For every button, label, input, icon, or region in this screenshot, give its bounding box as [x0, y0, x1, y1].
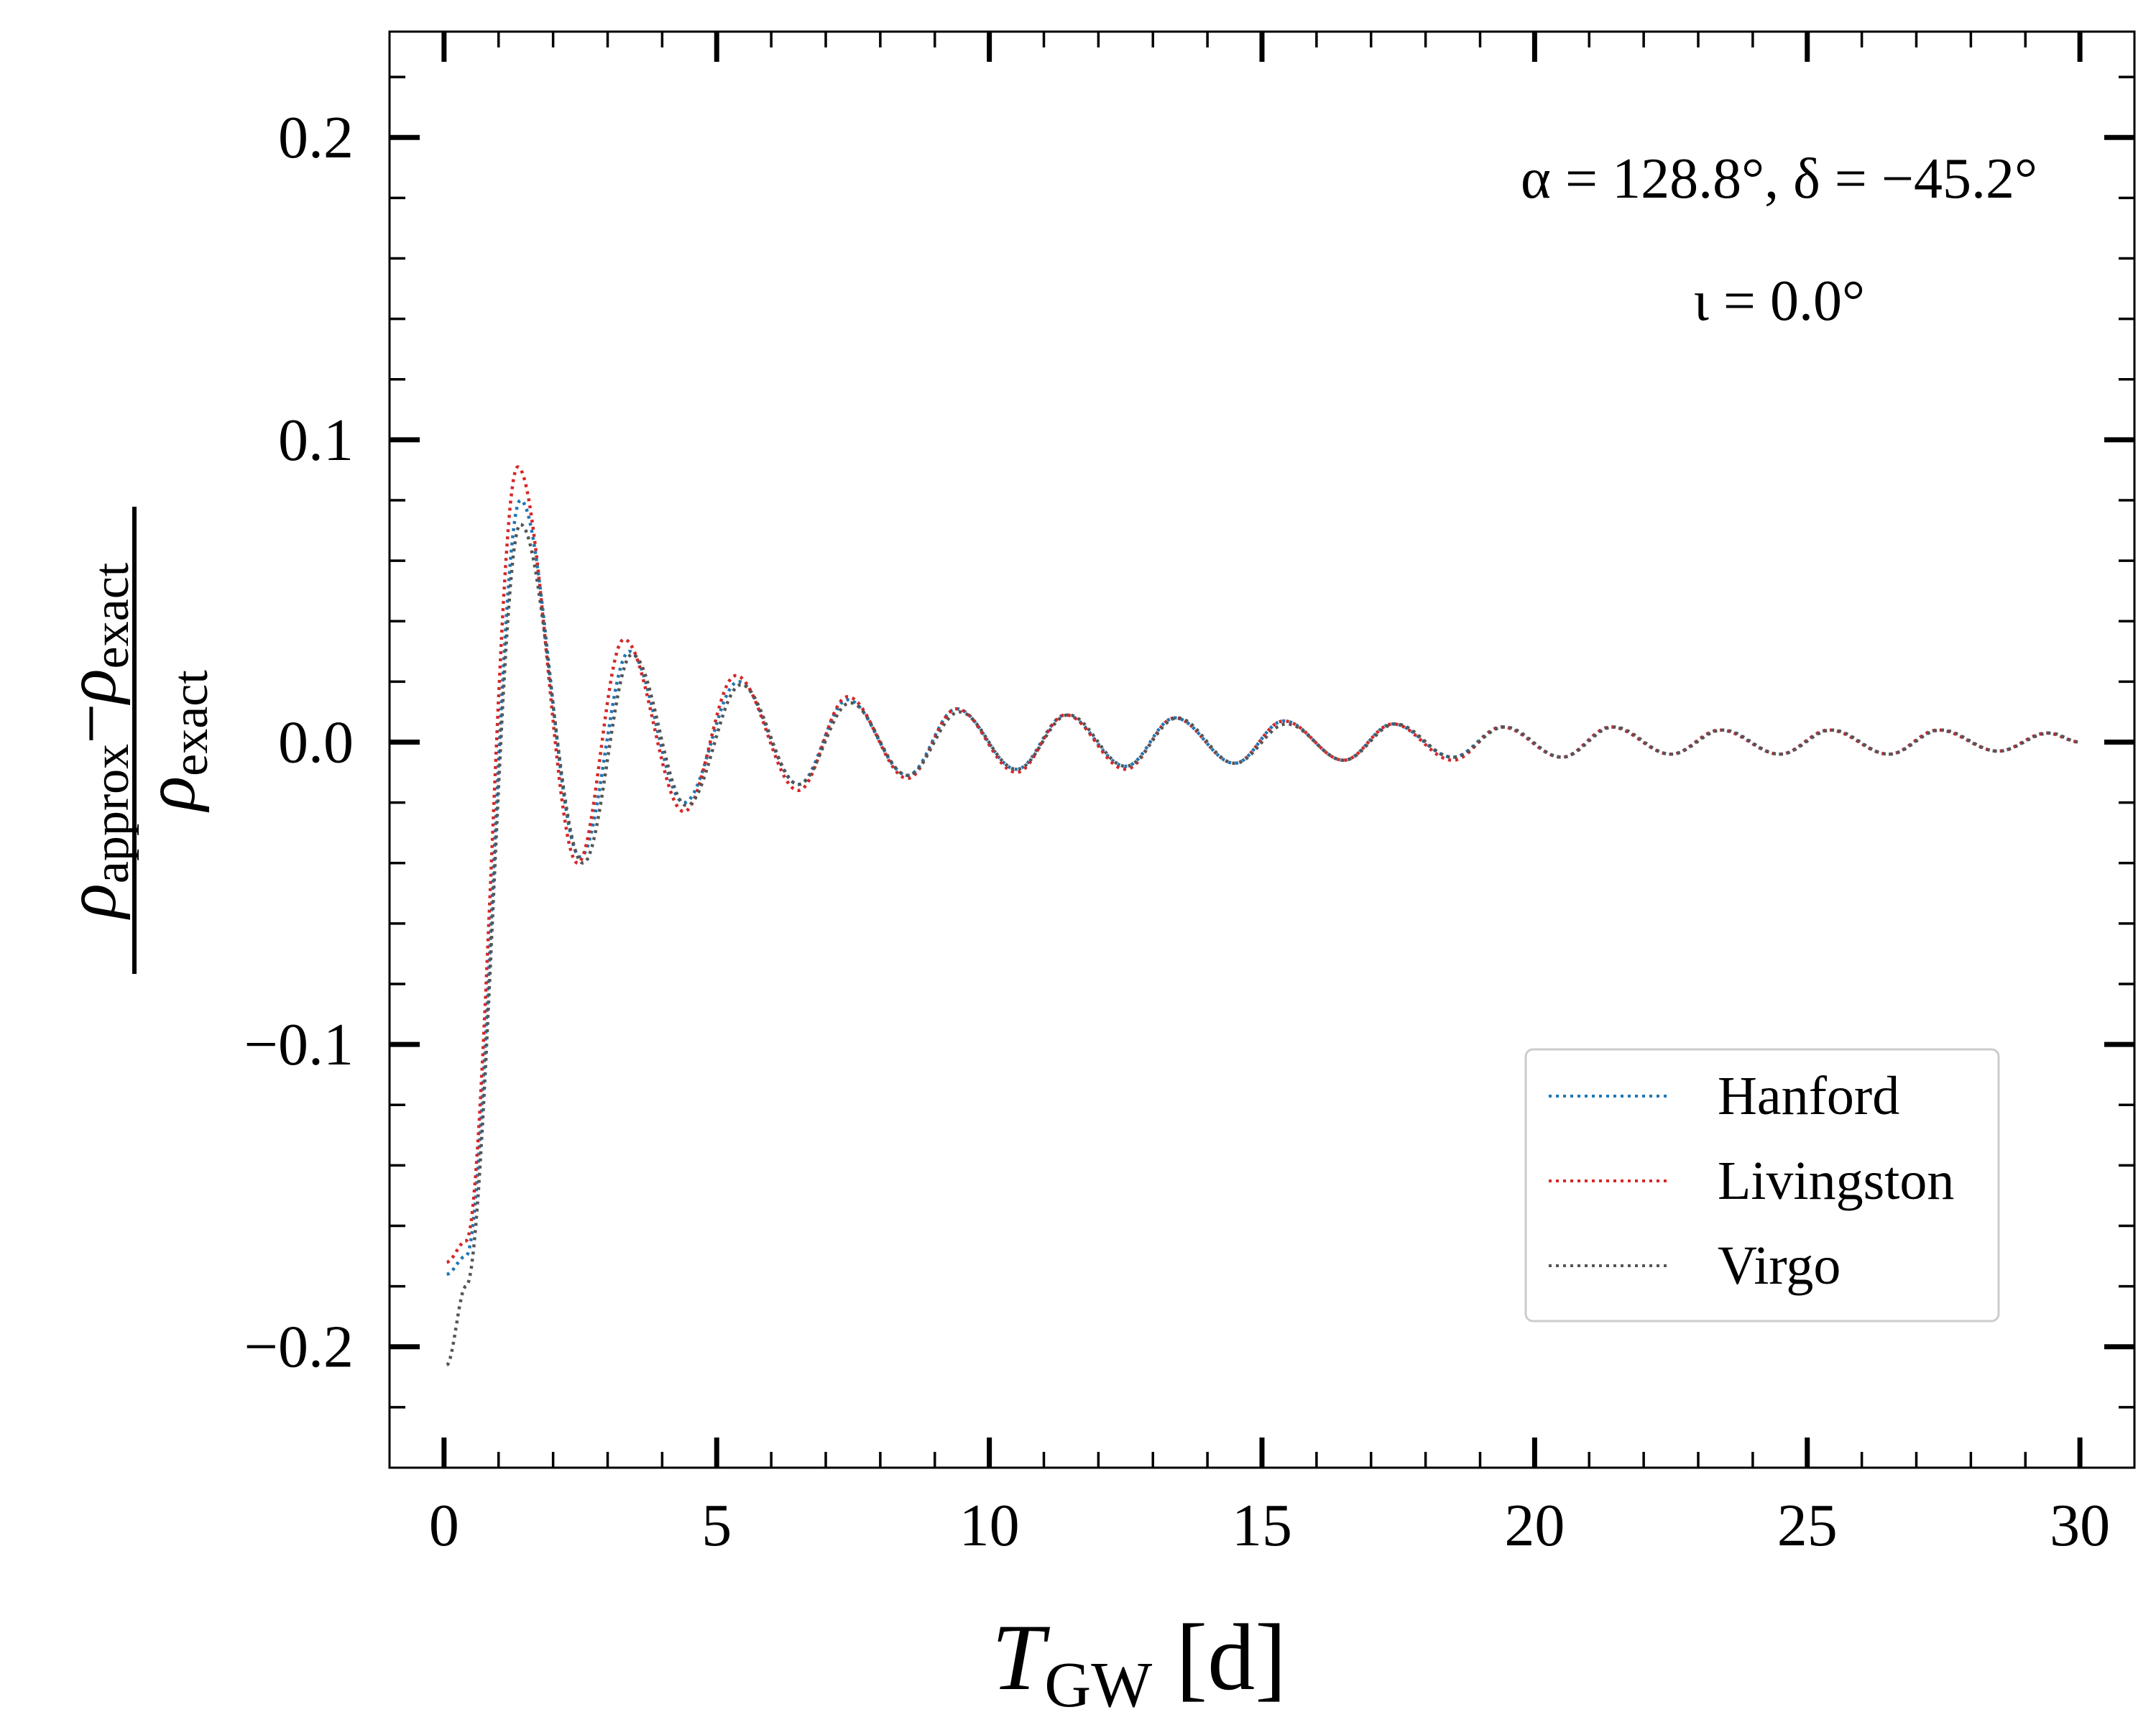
- y-label-num-rho2: ρ: [51, 668, 131, 705]
- series-layer: [446, 465, 2081, 1366]
- x-tick-label: 15: [1232, 1492, 1292, 1559]
- annotation-sky-position: α = 128.8°, δ = −45.2°: [1521, 147, 2037, 211]
- x-axis-label-main: T: [992, 1604, 1051, 1710]
- legend: Hanford Livingston Virgo: [1524, 1048, 2000, 1322]
- y-axis-label-numerator: ρapprox−ρexact: [51, 562, 139, 920]
- legend-label-virgo: Virgo: [1718, 1236, 1841, 1296]
- y-tick-label: −0.2: [244, 1314, 354, 1381]
- legend-label-livingston: Livingston: [1718, 1151, 1954, 1211]
- ticks-layer: [390, 32, 2134, 1468]
- x-tick-label: 25: [1777, 1492, 1838, 1559]
- x-tick-label: 10: [959, 1492, 1020, 1559]
- legend-label-hanford: Hanford: [1718, 1066, 1899, 1126]
- y-label-den-rho: ρ: [130, 776, 210, 813]
- x-tick-label: 0: [429, 1492, 459, 1559]
- y-label-num-rho: ρ: [51, 883, 131, 920]
- x-axis-label-sub: GW: [1044, 1650, 1152, 1721]
- y-tick-label: 0.1: [278, 407, 354, 474]
- x-axis-label: TGW [d]: [992, 1604, 1286, 1721]
- y-label-num-minus: −: [51, 703, 131, 743]
- x-tick-label: 30: [2050, 1492, 2110, 1559]
- y-label-num-sub2: exact: [84, 562, 139, 668]
- y-tick-labels: −0.2 −0.1 0.0 0.1 0.2: [244, 104, 354, 1381]
- y-axis-label: ρapprox−ρexact ρexact: [51, 507, 218, 974]
- y-label-den-sub: exact: [163, 670, 218, 776]
- plot-frame: [388, 30, 2136, 1469]
- x-tick-labels: 0 5 10 15 20 25 30: [429, 1492, 2110, 1559]
- legend-box: [1524, 1048, 2000, 1322]
- x-tick-label: 20: [1504, 1492, 1565, 1559]
- y-axis-label-denominator: ρexact: [130, 670, 218, 813]
- x-tick-label: 5: [701, 1492, 732, 1559]
- y-label-num-sub1: approx: [84, 744, 139, 883]
- y-tick-label: 0.2: [278, 104, 354, 171]
- annotation-inclination: ι = 0.0°: [1693, 270, 1865, 333]
- x-axis-label-unit: [d]: [1152, 1604, 1286, 1710]
- y-tick-label: −0.1: [244, 1011, 354, 1078]
- series-line-livingston: [446, 465, 2081, 1264]
- series-line-hanford: [446, 498, 2081, 1276]
- y-tick-label: 0.0: [278, 709, 354, 776]
- series-line-virgo: [446, 523, 2081, 1366]
